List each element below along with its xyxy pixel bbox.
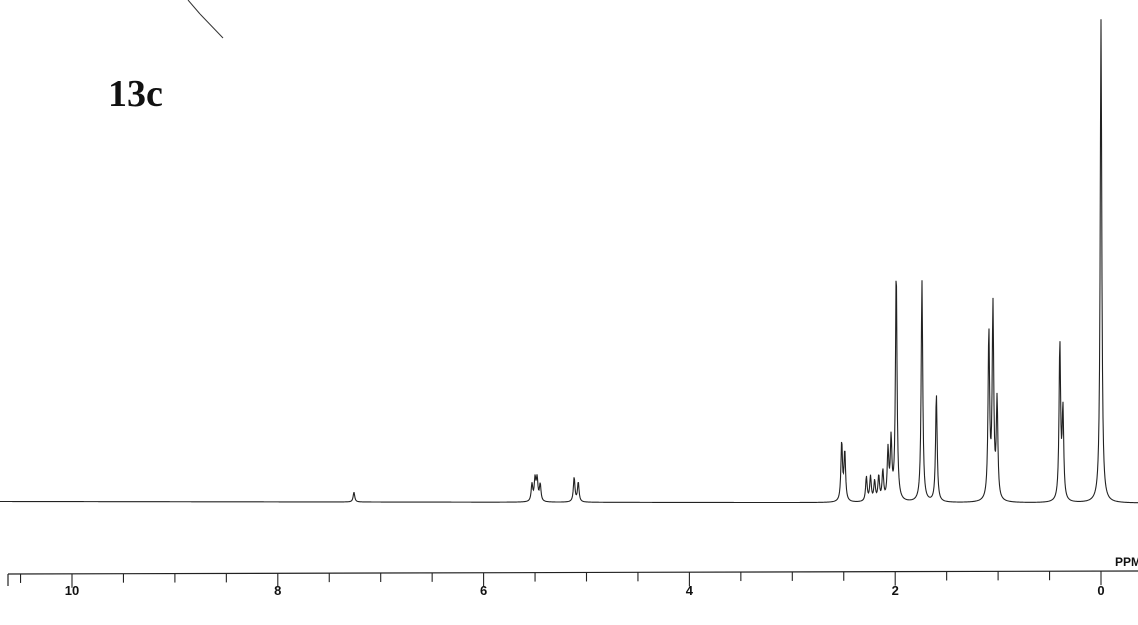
- x-tick-label: 10: [65, 583, 79, 598]
- compound-label: 13c: [108, 73, 163, 115]
- x-tick-label: 0: [1097, 583, 1104, 598]
- spectrum-trace: [0, 19, 1138, 504]
- structure-fragment-line: [187, 0, 201, 15]
- x-axis-unit-label: PPM: [1115, 555, 1138, 569]
- structure-fragment-line: [199, 13, 224, 39]
- x-tick-label: 6: [480, 583, 487, 598]
- x-tick-label: 2: [892, 583, 899, 598]
- x-tick-label: 8: [274, 583, 281, 598]
- x-tick-label: 4: [686, 583, 694, 598]
- x-axis-line: [7, 570, 1138, 575]
- x-axis: 10 8 6 4 2 0 PPM: [7, 555, 1138, 598]
